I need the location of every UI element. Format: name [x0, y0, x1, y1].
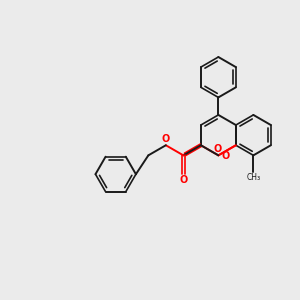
Text: O: O — [161, 134, 170, 144]
Text: O: O — [222, 151, 230, 161]
Text: O: O — [214, 144, 222, 154]
Text: CH₃: CH₃ — [246, 173, 260, 182]
Text: O: O — [179, 175, 188, 185]
